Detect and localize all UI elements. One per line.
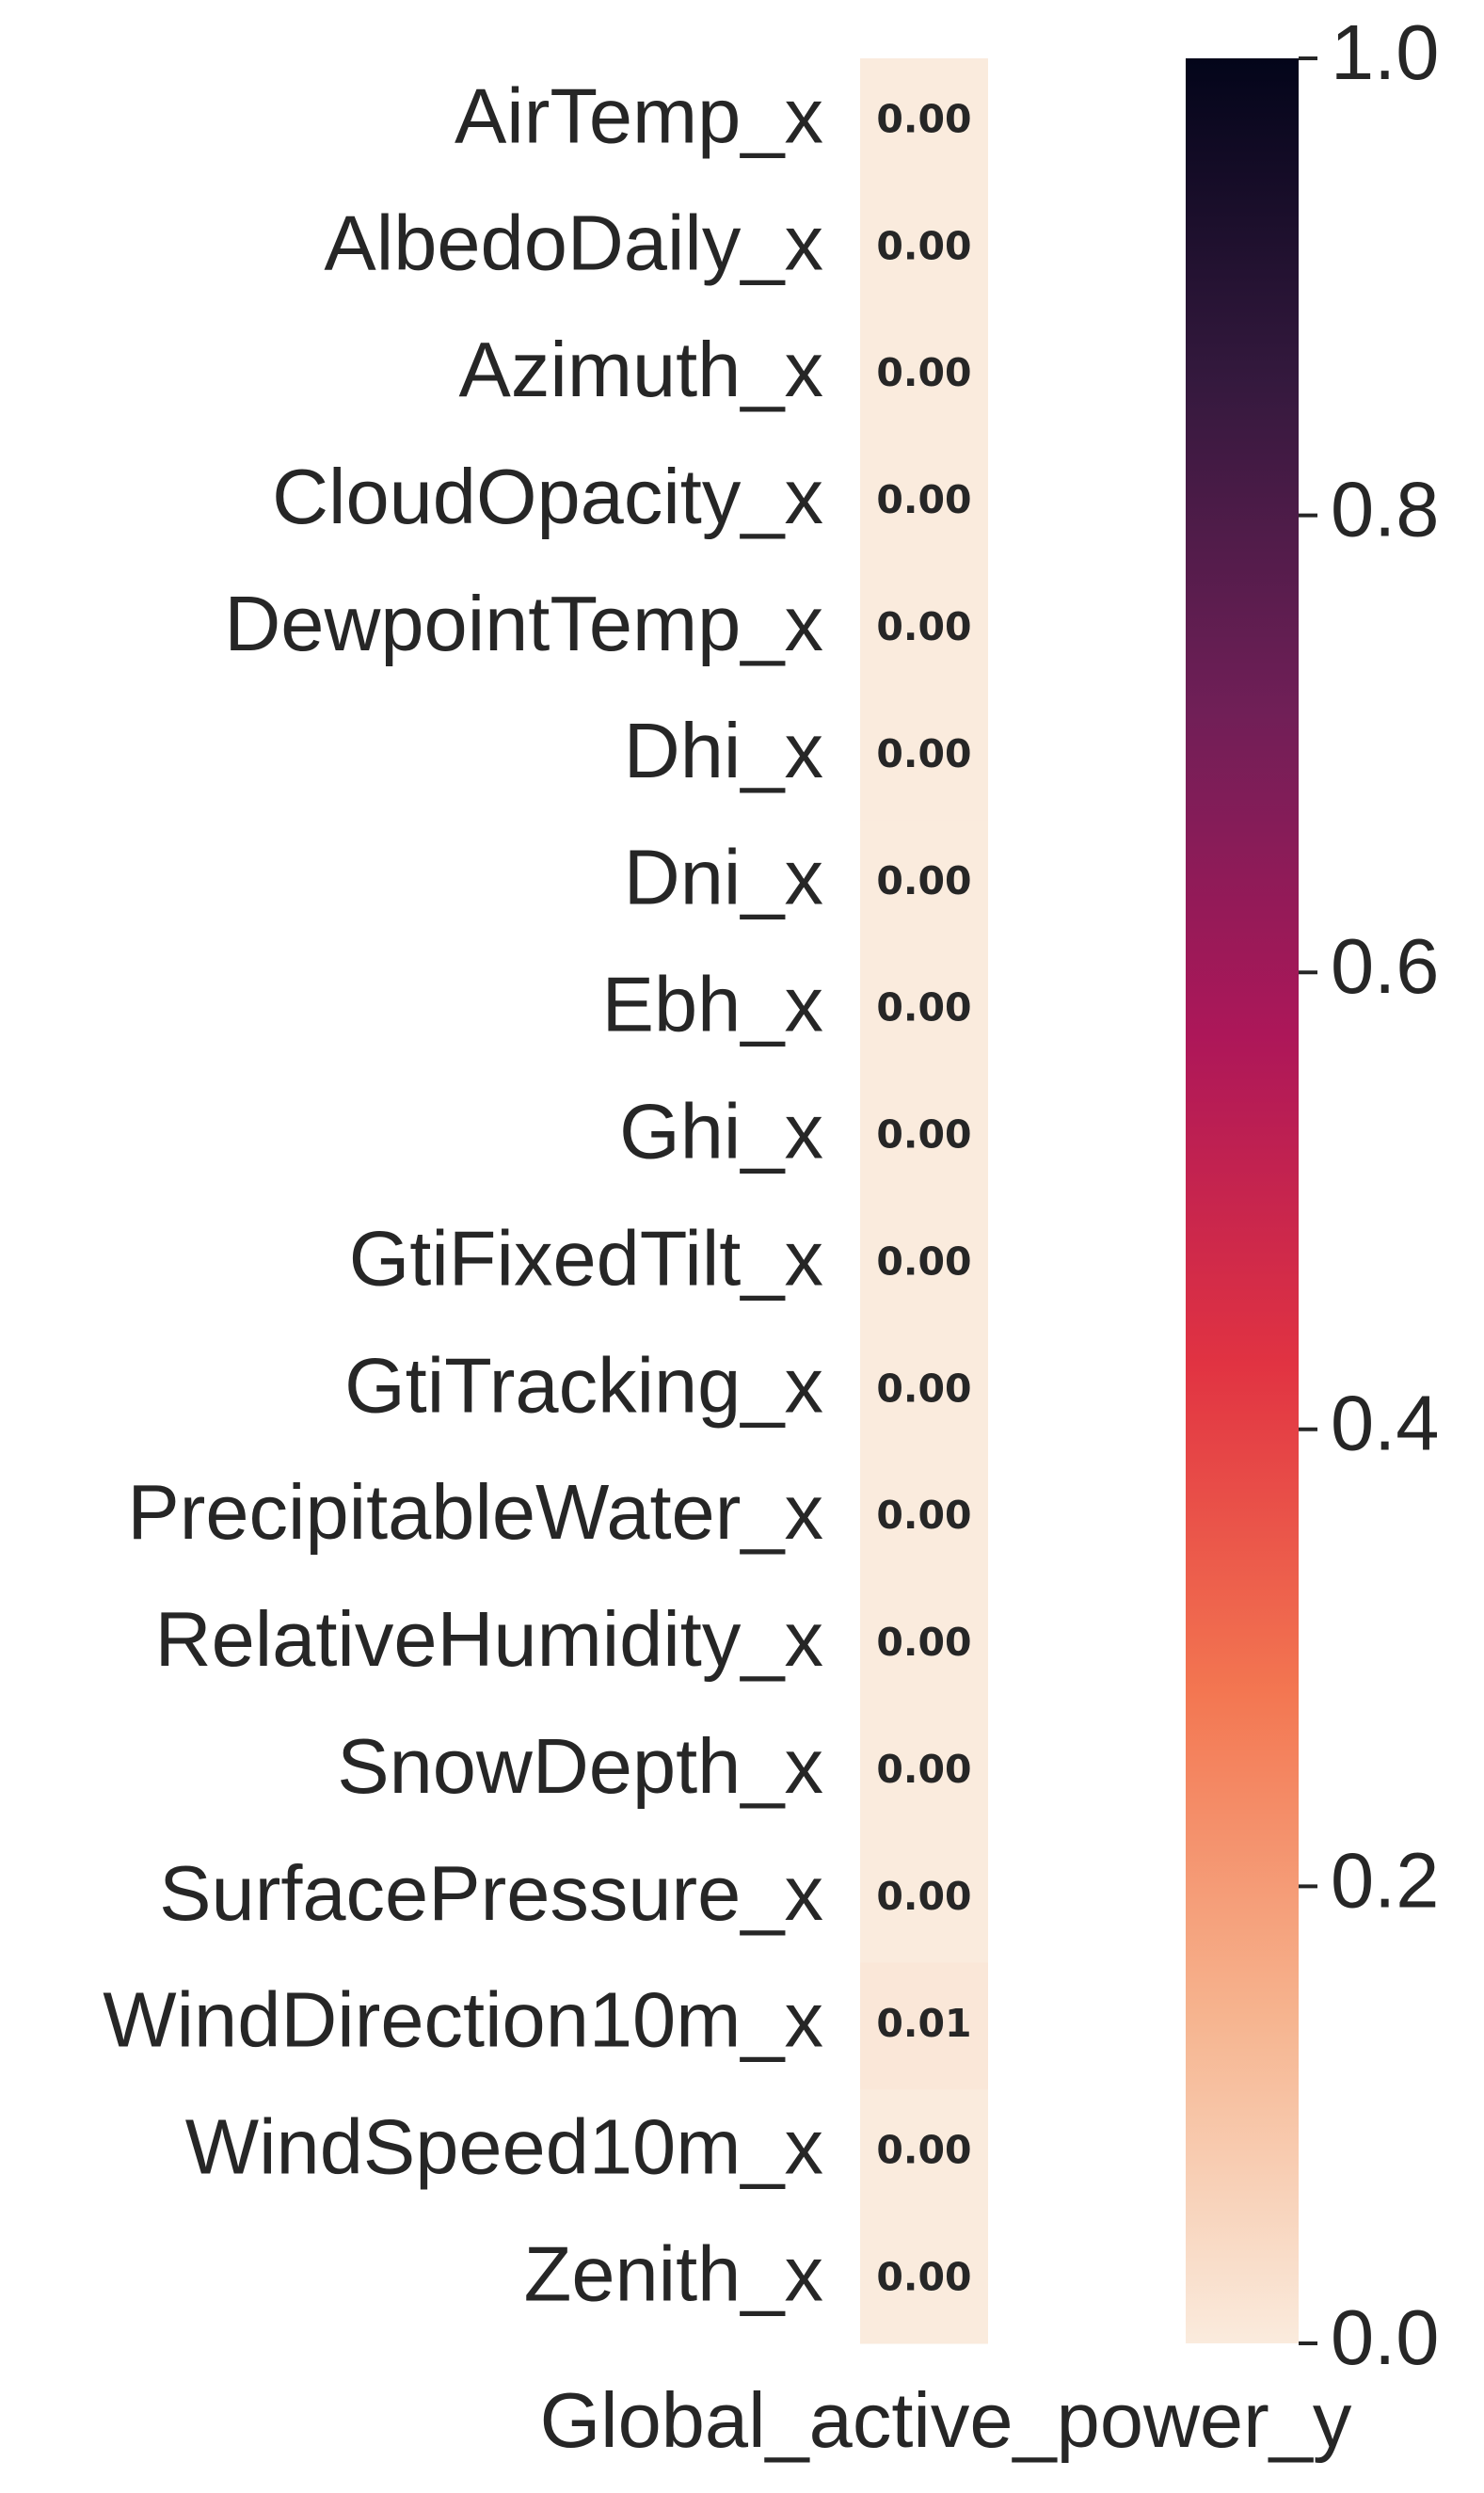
cell-value-label: 0.00 [876,731,971,776]
colorbar-gradient-bar [1186,58,1299,2343]
heatmap-cell [860,566,988,694]
cell-value-label: 0.00 [876,223,971,268]
heatmap-cell [860,2216,988,2344]
colorbar-ticks: 0.0 0.2 0.4 0.6 0.8 1.0 [1299,8,1439,2381]
row-tick-label: GtiTracking_x [344,1341,823,1429]
colorbar-tick-label: 1.0 [1331,8,1439,96]
cell-value-label: 0.00 [876,96,971,141]
cell-value-label: 0.00 [876,2128,971,2173]
heatmap-cell [860,312,988,440]
x-axis-label: Global_active_power_y [540,2376,1352,2464]
row-labels: AirTemp_x AlbedoDaily_x Azimuth_x CloudOpac… [103,72,823,2317]
colorbar-tick-label: 0.4 [1331,1380,1439,1467]
cell-value-label: 0.00 [876,477,971,522]
colorbar: 0.0 0.2 0.4 0.6 0.8 1.0 [1186,8,1439,2381]
heatmap-cell [860,1581,988,1710]
cell-value-label: 0.00 [876,1112,971,1158]
heatmap-cell [860,58,988,186]
row-tick-label: Ebh_x [602,961,823,1048]
row-tick-label: GtiFixedTilt_x [349,1214,823,1302]
heatmap-cell [860,1327,988,1456]
cell-value-label: 0.00 [876,350,971,395]
cell-value-label: 0.00 [876,1493,971,1538]
row-tick-label: SurfacePressure_x [159,1849,823,1937]
cell-value-label: 0.00 [876,2255,971,2300]
heatmap-cell [860,1708,988,1836]
row-tick-label: Ghi_x [619,1087,823,1175]
row-tick-label: Zenith_x [524,2229,823,2317]
cell-value-label: 0.00 [876,1239,971,1284]
cell-value-label: 0.00 [876,1620,971,1665]
heatmap-cell [860,1074,988,1202]
cell-value-label: 0.00 [876,1747,971,1792]
colorbar-tick-label: 0.0 [1331,2293,1439,2381]
colorbar-tick-label: 0.2 [1331,1836,1439,1924]
heatmap-cell [860,2089,988,2217]
row-tick-label: AirTemp_x [455,72,823,159]
heatmap-cell [860,1962,988,2090]
row-tick-label: Dni_x [624,834,823,921]
heatmap-cell [860,184,988,313]
row-tick-label: RelativeHumidity_x [155,1595,823,1683]
cell-value-label: 0.00 [876,985,971,1031]
row-tick-label: WindDirection10m_x [103,1976,823,2064]
row-tick-label: SnowDepth_x [337,1722,823,1810]
cell-value-label: 0.00 [876,1874,971,1919]
heatmap-cell [860,947,988,1075]
cell-annotations: 0.00 0.00 0.00 0.00 0.00 0.00 0.00 0.00 0.00 0.00… [876,96,971,2299]
colorbar-tick-label: 0.6 [1331,922,1439,1010]
row-tick-label: Dhi_x [624,707,823,794]
heatmap-cell [860,1201,988,1329]
heatmap-cell [860,820,988,948]
heatmap-cell [860,693,988,821]
colorbar-tick-label: 0.8 [1331,466,1439,553]
row-tick-label: WindSpeed10m_x [185,2103,823,2191]
cell-value-label: 0.01 [876,2001,971,2046]
row-tick-label: CloudOpacity_x [272,453,823,540]
cell-value-label: 0.00 [876,858,971,903]
heatmap-cells [860,58,988,2344]
heatmap-cell [860,1835,988,1963]
heatmap-cell [860,439,988,567]
heatmap-cell [860,1454,988,1583]
row-tick-label: DewpointTemp_x [224,580,823,667]
row-tick-label: Azimuth_x [459,326,823,413]
row-tick-label: PrecipitableWater_x [127,1468,823,1556]
row-tick-label: AlbedoDaily_x [324,199,823,286]
cell-value-label: 0.00 [876,604,971,649]
cell-value-label: 0.00 [876,1366,971,1411]
